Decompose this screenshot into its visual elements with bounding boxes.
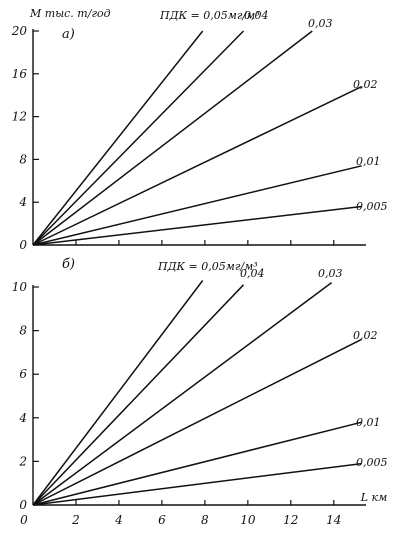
y-tick-label: 16 <box>12 67 28 81</box>
x-axis-title: L км <box>360 491 388 504</box>
series-label: 0,02 <box>353 329 378 342</box>
x-tick-label: 12 <box>283 513 298 527</box>
y-tick-label: 20 <box>11 24 28 38</box>
series-label: 0,04 <box>240 267 265 280</box>
series-line <box>32 284 245 506</box>
y-tick-label: 2 <box>18 454 27 468</box>
series-line <box>32 281 333 506</box>
x-tick-label: 8 <box>201 513 209 527</box>
y-tick-label: 0 <box>19 238 27 252</box>
series-label: 0,01 <box>356 416 381 429</box>
series-line <box>32 85 363 246</box>
x-tick-label: 4 <box>114 513 123 527</box>
y-tick-label: 12 <box>12 110 27 124</box>
panel-label: а) <box>62 27 75 42</box>
x-tick-label: 2 <box>71 513 80 527</box>
series-line <box>32 30 245 246</box>
series-label: 0,04 <box>244 9 269 22</box>
series-label: 0,005 <box>356 200 388 213</box>
x-tick-label: 0 <box>20 513 28 527</box>
y-tick-label: 0 <box>19 498 27 512</box>
y-tick-label: 4 <box>18 411 27 425</box>
x-tick-label: 14 <box>326 513 341 527</box>
series-line <box>32 462 362 506</box>
series-line <box>32 165 362 246</box>
series-line <box>32 338 363 506</box>
series-line <box>32 280 204 506</box>
series-label: ПДК = 0,05мг/м³ <box>159 9 260 22</box>
series-label: 0,03 <box>318 267 343 280</box>
x-tick-label: 6 <box>158 513 166 527</box>
y-axis-title: М тыс. т/год <box>29 7 111 20</box>
series-label: 0,03 <box>308 17 333 30</box>
series-line <box>32 421 362 506</box>
series-label: 0,005 <box>356 456 388 469</box>
y-tick-label: 10 <box>12 280 28 294</box>
y-tick-label: 6 <box>19 367 27 381</box>
series-label: 0,02 <box>353 78 378 91</box>
series-label: 0,01 <box>356 155 381 168</box>
series-line <box>32 30 313 246</box>
y-tick-label: 8 <box>19 152 27 166</box>
series-line <box>32 30 204 246</box>
panel-label: б) <box>62 257 75 272</box>
series-label: ПДК = 0,05мг/м³ <box>157 260 258 273</box>
x-tick-label: 10 <box>240 513 256 527</box>
y-tick-label: 8 <box>19 324 27 338</box>
series-line <box>32 205 362 246</box>
y-tick-label: 4 <box>18 195 27 209</box>
